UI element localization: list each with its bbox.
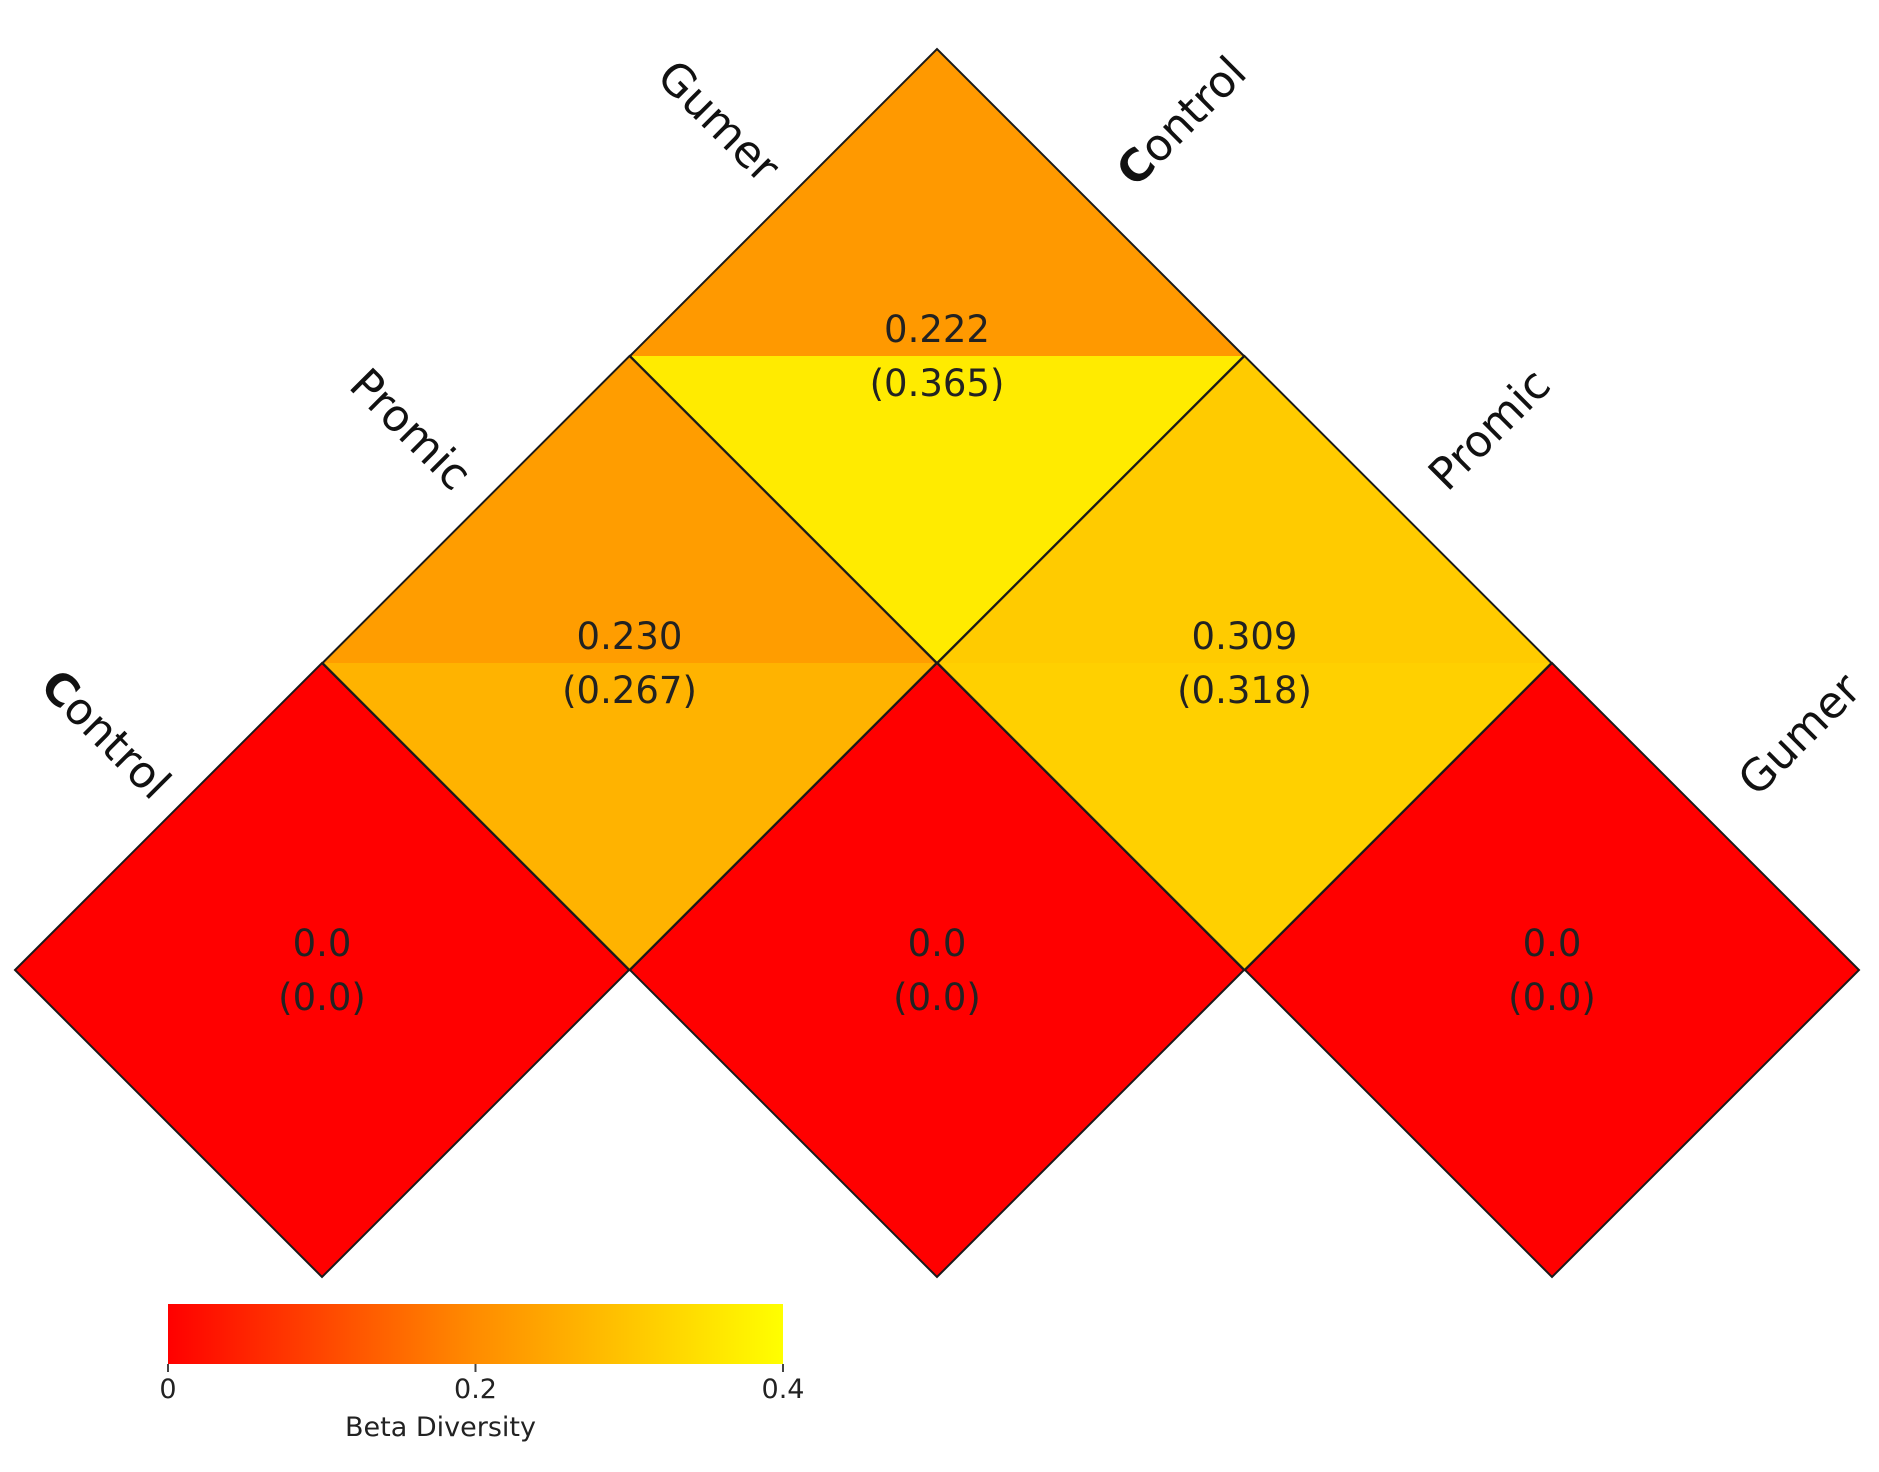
colorbar-tick-label: 0 (159, 1374, 176, 1405)
cell-value-label: 0.0 (1523, 922, 1582, 965)
right-axis-label: Promic (1419, 359, 1560, 500)
colorbar: 0 0.2 0.4 Beta Diversity (159, 1304, 804, 1443)
right-axis-label: Control (1107, 47, 1257, 197)
cell-alt-value-label: (0.0) (278, 976, 366, 1019)
colorbar-tick-label: 0.4 (762, 1374, 805, 1405)
left-axis-label: Promic (340, 359, 481, 500)
left-axis-label: Control (30, 660, 180, 810)
cell-upper-half (630, 663, 1244, 970)
cell-value-label: 0.222 (884, 308, 990, 351)
cell-lower-half (322, 663, 937, 970)
heatmap-cell-labels: 0.0 (0.0) 0.0 (0.0) 0.0 (0.0) 0.230 (0.267) 0.30… (278, 308, 1596, 1019)
cell-upper-half (630, 49, 1244, 356)
cell-value-label: 0.0 (293, 922, 352, 965)
heatmap-cell (628, 47, 1246, 665)
cell-lower-half (630, 356, 1244, 663)
right-axis-label-text: Gumer (1729, 663, 1872, 806)
cell-alt-value-label: (0.267) (562, 669, 697, 712)
left-axis-label: Gumer (647, 51, 790, 194)
cell-upper-half (322, 356, 937, 663)
cell-lower-half (1245, 970, 1859, 1277)
cell-border (628, 47, 1246, 665)
cell-alt-value-label: (0.0) (1508, 976, 1596, 1019)
cell-value-label: 0.309 (1192, 615, 1298, 658)
left-axis-label-text: ontrol (53, 683, 180, 810)
cell-value-label: 0.230 (577, 615, 683, 658)
cell-value-label: 0.0 (908, 922, 967, 965)
left-axis-label-text: Gumer (647, 51, 790, 194)
cell-lower-half (937, 663, 1552, 970)
colorbar-tick-label: 0.2 (454, 1374, 497, 1405)
cell-upper-half (1245, 663, 1859, 970)
colorbar-gradient (168, 1304, 783, 1364)
left-axis-label-text: Promic (340, 359, 481, 500)
right-axis-label-text: Promic (1419, 359, 1560, 500)
cell-upper-half (15, 663, 629, 970)
cell-lower-half (15, 970, 629, 1277)
cell-alt-value-label: (0.318) (1177, 669, 1312, 712)
colorbar-title: Beta Diversity (345, 1412, 536, 1443)
cell-alt-value-label: (0.365) (870, 362, 1005, 405)
heatmap-cells (13, 47, 1861, 1279)
cell-alt-value-label: (0.0) (893, 976, 981, 1019)
right-axis-label-text: ontrol (1130, 47, 1257, 174)
cell-upper-half (937, 356, 1552, 663)
right-axis-label: Gumer (1729, 663, 1872, 806)
cell-lower-half (630, 970, 1244, 1277)
